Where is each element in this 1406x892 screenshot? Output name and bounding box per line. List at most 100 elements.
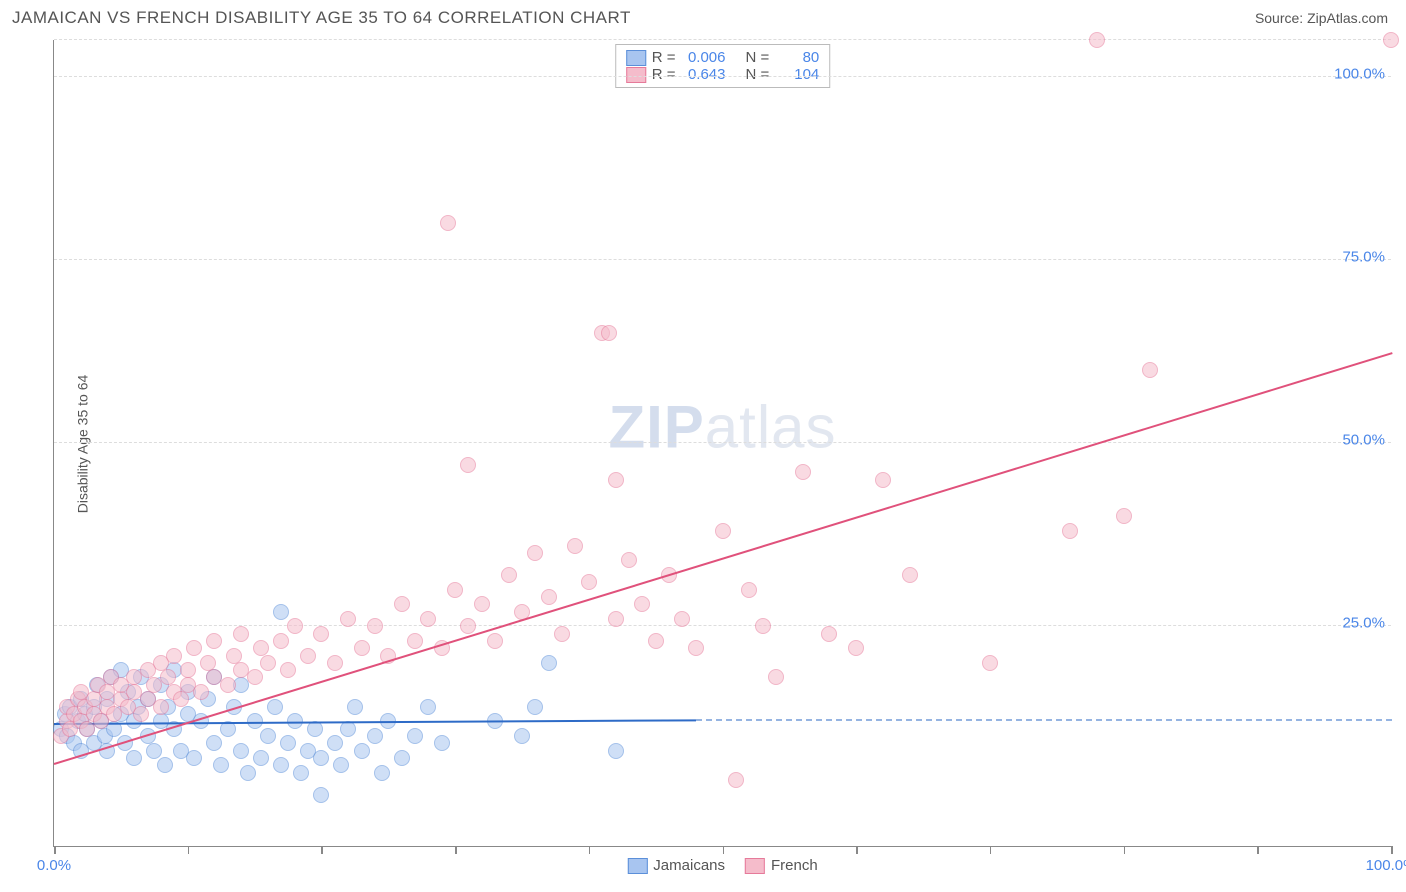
scatter-point	[554, 626, 570, 642]
gridline-h	[54, 625, 1391, 626]
scatter-point	[728, 772, 744, 788]
scatter-point	[313, 626, 329, 642]
trend-line	[54, 719, 696, 725]
x-tick	[856, 846, 858, 854]
scatter-point	[1116, 508, 1132, 524]
scatter-point	[327, 735, 343, 751]
scatter-point	[608, 472, 624, 488]
scatter-point	[293, 765, 309, 781]
gridline-top	[54, 39, 1391, 40]
scatter-point	[313, 787, 329, 803]
scatter-point	[487, 633, 503, 649]
legend-n-value: 104	[775, 66, 819, 83]
scatter-point	[327, 655, 343, 671]
scatter-point	[180, 662, 196, 678]
scatter-point	[434, 735, 450, 751]
scatter-point	[226, 648, 242, 664]
legend-item: Jamaicans	[627, 857, 725, 874]
scatter-point	[287, 618, 303, 634]
watermark-zip: ZIP	[608, 393, 704, 460]
scatter-point	[300, 648, 316, 664]
scatter-point	[146, 743, 162, 759]
y-tick-label: 50.0%	[1342, 432, 1385, 449]
scatter-point	[206, 633, 222, 649]
gridline-h	[54, 442, 1391, 443]
legend-stats-box: R =0.006N =80R =0.643N =104	[615, 44, 831, 88]
scatter-point	[1142, 362, 1158, 378]
watermark: ZIPatlas	[608, 392, 836, 461]
legend-series-name: Jamaicans	[653, 857, 725, 874]
scatter-point	[367, 728, 383, 744]
x-tick	[589, 846, 591, 854]
y-tick-label: 75.0%	[1342, 248, 1385, 265]
scatter-point	[186, 750, 202, 766]
scatter-point	[260, 728, 276, 744]
scatter-point	[608, 743, 624, 759]
scatter-point	[280, 735, 296, 751]
scatter-point	[527, 699, 543, 715]
x-tick	[1124, 846, 1126, 854]
scatter-point	[741, 582, 757, 598]
legend-swatch	[626, 67, 646, 83]
legend-n-label: N =	[746, 49, 770, 66]
legend-r-label: R =	[652, 66, 676, 83]
scatter-point	[200, 655, 216, 671]
scatter-point	[220, 677, 236, 693]
x-tick	[455, 846, 457, 854]
x-tick-label: 0.0%	[37, 857, 71, 874]
scatter-point	[280, 662, 296, 678]
scatter-point	[621, 552, 637, 568]
scatter-point	[233, 626, 249, 642]
scatter-point	[273, 604, 289, 620]
scatter-point	[608, 611, 624, 627]
scatter-point	[206, 735, 222, 751]
scatter-point	[527, 545, 543, 561]
x-tick	[188, 846, 190, 854]
scatter-point	[354, 743, 370, 759]
scatter-point	[634, 596, 650, 612]
legend-r-value: 0.006	[682, 49, 726, 66]
scatter-point	[394, 596, 410, 612]
scatter-point	[273, 757, 289, 773]
scatter-point	[447, 582, 463, 598]
legend-r-label: R =	[652, 49, 676, 66]
legend-series: Jamaicans French	[627, 857, 817, 874]
legend-series-name: French	[771, 857, 818, 874]
scatter-point	[193, 684, 209, 700]
scatter-point	[260, 655, 276, 671]
scatter-point	[601, 325, 617, 341]
scatter-point	[347, 699, 363, 715]
scatter-point	[688, 640, 704, 656]
scatter-point	[253, 750, 269, 766]
x-tick	[723, 846, 725, 854]
scatter-point	[902, 567, 918, 583]
legend-item: French	[745, 857, 818, 874]
scatter-point	[501, 567, 517, 583]
x-tick	[1391, 846, 1393, 854]
scatter-point	[374, 765, 390, 781]
legend-n-value: 80	[775, 49, 819, 66]
scatter-point	[541, 655, 557, 671]
scatter-point	[394, 750, 410, 766]
trend-line	[54, 353, 1393, 766]
scatter-point	[253, 640, 269, 656]
x-tick	[321, 846, 323, 854]
scatter-point	[848, 640, 864, 656]
scatter-point	[1089, 32, 1105, 48]
legend-swatch	[745, 858, 765, 874]
scatter-point	[420, 611, 436, 627]
y-tick-label: 100.0%	[1334, 65, 1385, 82]
chart-area: Disability Age 35 to 64 ZIPatlas R =0.00…	[45, 40, 1391, 847]
scatter-point	[715, 523, 731, 539]
scatter-point	[407, 728, 423, 744]
source-link[interactable]: ZipAtlas.com	[1307, 10, 1388, 26]
scatter-point	[674, 611, 690, 627]
scatter-point	[247, 669, 263, 685]
scatter-point	[514, 728, 530, 744]
scatter-point	[273, 633, 289, 649]
scatter-point	[173, 691, 189, 707]
scatter-point	[240, 765, 256, 781]
scatter-point	[795, 464, 811, 480]
trend-line-dashed	[696, 719, 1392, 721]
x-tick-label: 100.0%	[1366, 857, 1406, 874]
